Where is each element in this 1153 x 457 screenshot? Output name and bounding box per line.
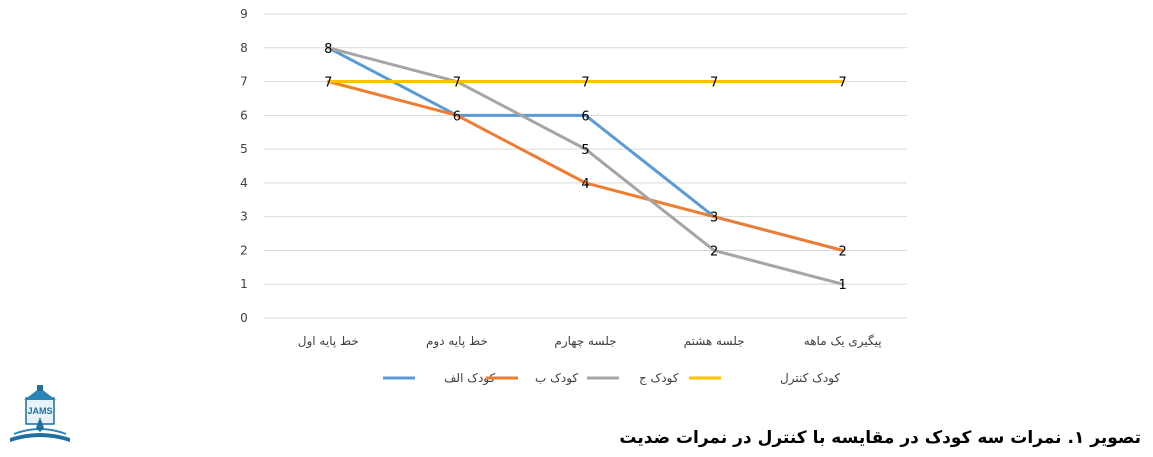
series-line [326,80,845,252]
data-label: 4 [581,177,589,192]
y-tick-label: 7 [240,75,248,89]
x-category-label: جلسه چهارم [554,334,616,349]
y-tick-label: 8 [240,41,248,55]
legend: کودک الف کودک ب کودک ج کودک کنترل [383,371,840,386]
data-label: 5 [581,143,589,158]
x-category-label: جلسه هشتم [684,334,745,348]
y-tick-label: 9 [240,7,248,21]
data-label: 7 [581,76,589,91]
figure-caption: تصویر ۱. نمرات سه کودک در مقایسه با کنتر… [619,428,1141,448]
x-category-label: خط پایه اول [298,334,359,349]
data-label: 7 [710,76,718,91]
y-tick-label: 3 [240,210,248,224]
y-tick-label: 1 [240,277,248,291]
y-tick-label: 5 [240,142,248,156]
x-category-label: خط پایه دوم [426,334,488,349]
legend-label: کودک کنترل [780,371,840,386]
x-category-label: پیگیری یک ماهه [804,334,882,349]
data-label: 2 [839,244,847,259]
y-tick-label: 0 [240,311,248,325]
data-label: 7 [453,76,461,91]
data-label: 6 [453,109,461,124]
data-label: 1 [839,278,847,293]
legend-label: کودک الف [444,371,496,386]
y-axis-tick-labels: 0 1 2 3 4 5 6 7 8 9 [240,7,248,325]
line-chart: 0 1 2 3 4 5 6 7 8 9 خط پایه اول خط پایه دوم جلسه چه… [240,7,907,386]
journal-logo-icon: JAMS [2,384,78,450]
data-label: 7 [839,76,847,91]
gridlines [264,13,907,319]
y-tick-label: 4 [240,176,248,190]
data-label: 6 [581,109,589,124]
series-line [326,46,845,286]
data-label: 8 [324,42,332,57]
x-axis-category-labels: خط پایه اول خط پایه دوم جلسه چهارم جلسه هشت… [298,334,882,349]
y-tick-label: 6 [240,108,248,122]
data-label: 3 [710,211,718,226]
series-lines [326,46,845,286]
data-label: 7 [324,76,332,91]
data-label: 2 [710,244,718,259]
legend-label: کودک ب [535,371,578,386]
legend-label: کودک ج [639,371,679,386]
svg-text:JAMS: JAMS [27,406,52,416]
data-labels: 8 7 6 7 6 4 5 7 3 2 7 2 1 7 [324,42,847,293]
y-tick-label: 2 [240,243,248,257]
